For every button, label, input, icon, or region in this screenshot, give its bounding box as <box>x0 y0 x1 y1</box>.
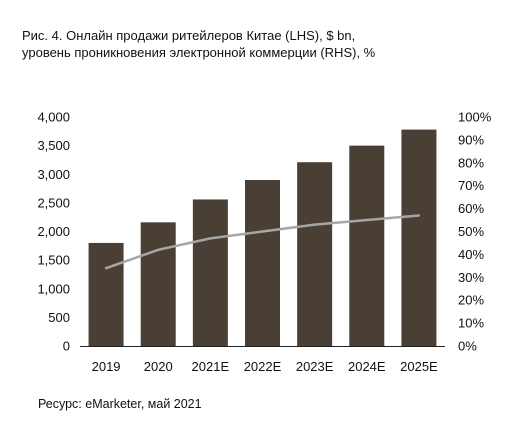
right-tick-label: 0% <box>458 339 477 354</box>
x-tick-label: 2019 <box>92 359 121 374</box>
title-line-2: уровень проникновения электронной коммер… <box>22 45 376 60</box>
bar-2024E <box>349 145 385 346</box>
x-tick-label: 2023E <box>296 359 334 374</box>
right-tick-label: 10% <box>458 316 484 331</box>
right-tick-label: 70% <box>458 178 484 193</box>
x-tick-label: 2024E <box>348 359 386 374</box>
left-tick-label: 0 <box>63 339 70 354</box>
left-tick-label: 2,000 <box>37 224 70 239</box>
bar-2020 <box>140 222 176 346</box>
x-tick-label: 2020 <box>144 359 173 374</box>
right-tick-label: 30% <box>458 270 484 285</box>
bar-2022E <box>245 179 280 346</box>
title-line-1: Рис. 4. Онлайн продажи ритейлеров Китае … <box>22 28 356 43</box>
x-tick-label: 2021E <box>192 359 230 374</box>
left-tick-label: 1,500 <box>37 253 70 268</box>
left-tick-label: 3,000 <box>37 167 70 182</box>
right-tick-label: 40% <box>458 247 484 262</box>
right-tick-label: 100% <box>458 110 492 125</box>
right-tick-label: 50% <box>458 224 484 239</box>
right-tick-label: 80% <box>458 155 484 170</box>
left-axis-ticks: 0 500 1,000 1,500 2,000 2,500 3,000 3,500 4,000 <box>37 110 70 354</box>
penetration-line-group <box>104 214 421 270</box>
right-tick-label: 60% <box>458 201 484 216</box>
bar-2025E <box>401 129 437 346</box>
left-tick-label: 2,500 <box>37 195 70 210</box>
x-tick-label: 2025E <box>400 359 438 374</box>
chart-title: Рис. 4. Онлайн продажи ритейлеров Китае … <box>22 27 512 61</box>
bar-2023E <box>297 162 333 346</box>
left-tick-label: 3,500 <box>37 138 70 153</box>
source-note: Ресурс: eMarketer, май 2021 <box>38 397 202 411</box>
right-tick-label: 90% <box>458 132 484 147</box>
left-tick-label: 4,000 <box>37 110 70 125</box>
right-axis-ticks: 0% 10% 20% 30% 40% 50% 60% 70% 80% 90% 100% <box>458 110 492 354</box>
bars-group <box>88 129 437 346</box>
left-tick-label: 1,000 <box>37 281 70 296</box>
x-tick-label: 2022E <box>244 359 282 374</box>
bar-2021E <box>192 199 228 346</box>
left-tick-label: 500 <box>48 310 70 325</box>
x-axis-ticks: 2019 2020 2021E 2022E 2023E 2024E 2025E <box>92 359 438 374</box>
right-tick-label: 20% <box>458 293 484 308</box>
bar-2019 <box>88 242 124 346</box>
